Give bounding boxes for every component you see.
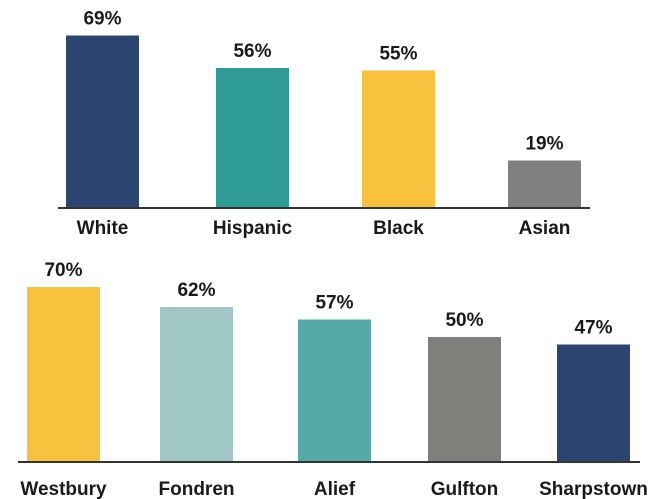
value-label: 47% (574, 318, 612, 339)
category-label: White (77, 218, 129, 239)
value-label: 69% (83, 9, 121, 30)
bar (298, 319, 371, 462)
category-label: Gulfton (431, 479, 499, 499)
bar (362, 70, 435, 208)
bar (66, 35, 139, 208)
bar (216, 68, 289, 208)
bar (428, 337, 501, 462)
value-label: 57% (315, 293, 353, 314)
bar (557, 344, 630, 462)
category-label: Hispanic (213, 218, 293, 239)
category-label: Westbury (20, 479, 107, 499)
category-label: Asian (519, 218, 571, 239)
category-label: Alief (314, 479, 356, 499)
category-label: Sharpstown (539, 479, 648, 499)
category-label: Black (373, 218, 424, 239)
bar (27, 287, 100, 462)
category-label: Fondren (159, 479, 235, 499)
value-label: 56% (233, 41, 271, 62)
value-label: 62% (177, 280, 215, 301)
bar (160, 307, 233, 462)
value-label: 55% (379, 44, 417, 65)
bar (508, 160, 581, 208)
value-label: 19% (525, 134, 563, 155)
value-label: 50% (445, 310, 483, 331)
value-label: 70% (44, 260, 82, 281)
